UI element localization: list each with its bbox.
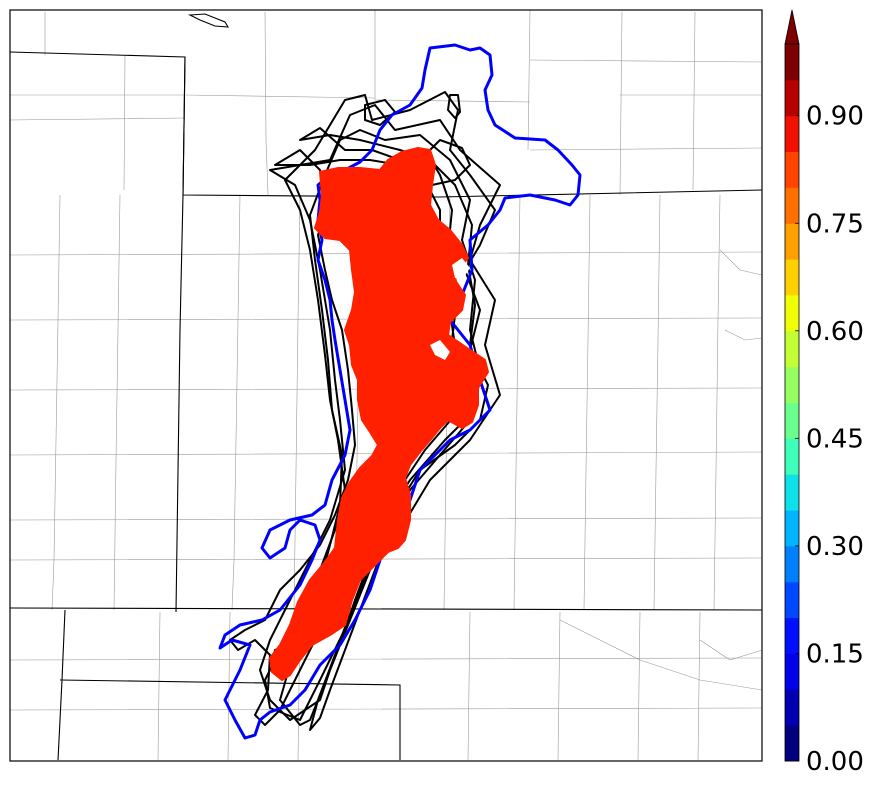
colorbar-tick-label: 0.90 (806, 102, 864, 132)
state-line-south (9, 607, 763, 611)
colorbar-segment (785, 689, 799, 726)
colorbar-segment (785, 725, 799, 762)
colorbar-segment (785, 44, 799, 81)
colorbar-frame (784, 43, 800, 762)
colorbar-segment (785, 402, 799, 439)
state-line-panhandle (57, 609, 401, 761)
map-frame (9, 9, 763, 762)
colorbar-extend-arrow (784, 9, 800, 45)
probability-fill-area (269, 147, 489, 681)
colorbar: 0.00 0.15 0.30 0.45 0.60 0.75 0.90 (784, 9, 864, 777)
colorbar-tick-label: 0.75 (806, 209, 864, 239)
lake-outline (187, 13, 230, 28)
state-line-west (175, 56, 186, 613)
colorbar-segment (785, 330, 799, 368)
map-panel (9, 9, 763, 762)
colorbar-tick-label: 0.30 (806, 532, 864, 562)
colorbar-segments (785, 44, 799, 762)
colorbar-segment (785, 115, 799, 153)
colorbar-tick-label: 0.00 (806, 747, 864, 777)
colorbar-segment (785, 79, 799, 117)
colorbar-segment (785, 474, 799, 511)
colorbar-tick-label: 0.45 (806, 424, 864, 454)
colorbar-segment (785, 581, 799, 619)
colorbar-segment (785, 187, 799, 224)
fill-gap-east (452, 258, 470, 280)
colorbar-tick-label: 0.15 (806, 639, 864, 669)
state-boundaries (9, 13, 763, 761)
colorbar-segment (785, 151, 799, 188)
colorbar-segment (785, 545, 799, 583)
colorbar-segment (785, 617, 799, 654)
colorbar-segment (785, 223, 799, 260)
colorbar-ticks: 0.00 0.15 0.30 0.45 0.60 0.75 0.90 (795, 102, 864, 777)
colorbar-segment (785, 366, 799, 403)
colorbar-tick-label: 0.60 (806, 317, 864, 347)
colorbar-segment (785, 653, 799, 690)
observed-contour (218, 43, 582, 740)
colorbar-segment (785, 438, 799, 475)
colorbar-segment (785, 294, 799, 332)
fill-gap-small (430, 340, 450, 360)
colorbar-segment (785, 510, 799, 547)
colorbar-segment (785, 259, 799, 296)
